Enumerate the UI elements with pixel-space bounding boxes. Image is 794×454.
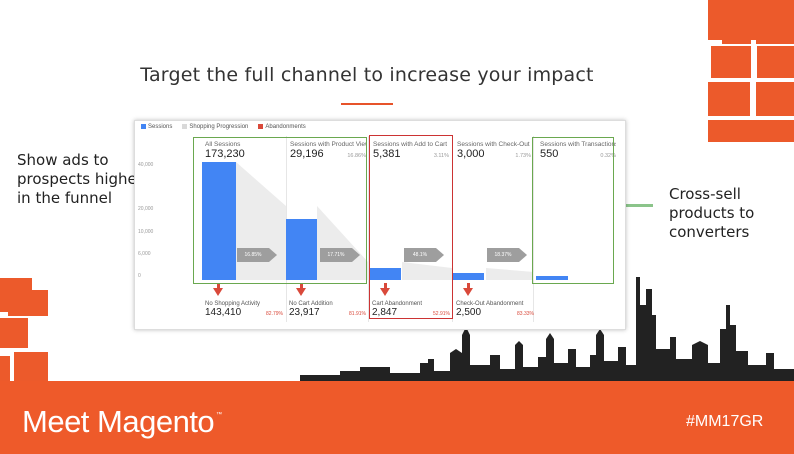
legend-swatch-abandonments: [258, 124, 264, 129]
conversion-rate-label: 16.85%: [237, 248, 269, 262]
slide-title: Target the full channel to increase your…: [140, 64, 594, 86]
decor-tile: [708, 120, 794, 142]
sessions-bar-transactions[interactable]: [536, 276, 568, 280]
trademark-mark: ™: [216, 412, 222, 418]
abandonment-cart[interactable]: Cart Abandonment 2,847 52.91%: [372, 301, 450, 318]
stage-percent: 3.11%: [433, 153, 449, 159]
stage-value: 550: [540, 148, 559, 160]
y-axis-tick: 6,000: [138, 251, 151, 257]
sessions-bar-check-out[interactable]: [453, 273, 484, 280]
decor-tile: [0, 356, 10, 382]
stage-label: Sessions with Check-Out: [457, 141, 530, 148]
highlight-add-to-cart: [369, 135, 453, 319]
decor-tile: [757, 46, 794, 78]
stage-all-sessions[interactable]: All Sessions 173,230: [205, 141, 245, 160]
stage-value: 29,196: [290, 148, 324, 160]
decor-tile: [0, 318, 28, 348]
decor-tile: [756, 82, 794, 116]
abandonment-percent: 52.91%: [433, 311, 450, 317]
stage-label: Sessions with Add to Cart: [373, 141, 448, 148]
decor-tile: [722, 18, 794, 44]
stage-product-views[interactable]: Sessions with Product Views 29,196 16.86…: [290, 141, 366, 160]
stage-percent: 16.86%: [347, 153, 366, 159]
abandonment-no-cart-addition[interactable]: No Cart Addition 23,917 81.91%: [289, 301, 366, 318]
arrow-right-icon: [436, 248, 444, 262]
conversion-rate-label: 18.37%: [487, 248, 519, 262]
conversion-rate-1: 16.85%: [237, 248, 277, 262]
title-underline: [341, 103, 393, 105]
arrow-right-icon: [519, 248, 527, 262]
abandonment-percent: 82.79%: [266, 311, 283, 317]
abandonment-value: 2,847: [372, 307, 398, 318]
sessions-bar-product-views[interactable]: [286, 219, 317, 280]
stage-label: All Sessions: [205, 141, 241, 148]
abandonment-percent: 81.91%: [349, 311, 366, 317]
right-connector-line: [623, 204, 653, 207]
legend-label: Sessions: [148, 124, 173, 131]
left-note: Show ads to prospects higher in the funn…: [17, 151, 143, 207]
report-legend: Sessions Shopping Progression Abandonmen…: [141, 124, 306, 130]
stage-value: 5,381: [373, 148, 401, 160]
abandonment-check-out[interactable]: Check-Out Abandonment 2,500 83.33%: [456, 301, 534, 318]
abandonment-label: Cart Abandonment: [372, 301, 423, 307]
right-note: Cross-sell products to converters: [669, 185, 755, 241]
abandonment-no-shopping[interactable]: No Shopping Activity 143,410 82.79%: [205, 301, 283, 318]
legend-item-shopping-progression[interactable]: Shopping Progression: [182, 124, 248, 130]
conversion-rate-3: 48.1%: [404, 248, 444, 262]
conversion-rate-2: 17.71%: [320, 248, 360, 262]
decor-tile: [711, 46, 751, 78]
stage-value: 3,000: [457, 148, 485, 160]
highlight-top-of-funnel: [193, 137, 367, 284]
abandonment-label: No Shopping Activity: [205, 301, 261, 307]
stage-value: 173,230: [205, 148, 245, 160]
legend-label: Abandonments: [265, 124, 306, 131]
highlight-converters: [532, 137, 614, 284]
stage-label: Sessions with Transactions: [540, 141, 616, 148]
brand-name: Meet Magento: [22, 404, 215, 439]
abandonment-arrow-icon: [213, 283, 223, 296]
brand-logo: Meet Magento ™: [22, 404, 222, 440]
abandonment-label: Check-Out Abandonment: [456, 301, 524, 307]
city-skyline-image: [300, 277, 794, 383]
stage-percent: 0.32%: [600, 153, 616, 159]
y-axis-tick: 40,000: [138, 162, 154, 168]
abandonment-arrow-icon: [463, 283, 473, 296]
y-axis-tick: 20,000: [138, 206, 154, 212]
event-hashtag: #MM17GR: [686, 413, 764, 430]
decor-tile: [708, 82, 750, 116]
legend-label: Shopping Progression: [189, 124, 249, 131]
arrow-right-icon: [269, 248, 277, 262]
y-axis-tick: 10,000: [138, 229, 154, 235]
conversion-rate-label: 48.1%: [404, 248, 436, 262]
arrow-right-icon: [352, 248, 360, 262]
decor-gap: [751, 40, 756, 118]
stage-label: Sessions with Product Views: [290, 141, 366, 148]
footer-bar: [0, 381, 794, 454]
abandonment-value: 2,500: [456, 307, 482, 318]
stage-add-to-cart[interactable]: Sessions with Add to Cart 5,381 3.11%: [373, 141, 449, 160]
stage-transactions[interactable]: Sessions with Transactions 550 0.32%: [540, 141, 616, 160]
y-axis-tick: 0: [138, 273, 141, 279]
sessions-bar-all[interactable]: [202, 162, 236, 280]
abandonment-arrow-icon: [380, 283, 390, 296]
legend-item-abandonments[interactable]: Abandonments: [258, 124, 306, 131]
stage-percent: 1.73%: [515, 153, 531, 159]
sessions-bar-add-to-cart[interactable]: [369, 268, 401, 280]
column-divider: [368, 136, 369, 322]
abandonment-arrow-icon: [296, 283, 306, 296]
column-divider: [533, 136, 534, 322]
legend-item-sessions[interactable]: Sessions: [141, 124, 172, 130]
conversion-rate-4: 18.37%: [487, 248, 527, 262]
abandonment-percent: 83.33%: [517, 311, 534, 317]
legend-swatch-progression: [182, 124, 188, 129]
abandonment-label: No Cart Addition: [289, 301, 333, 307]
stage-check-out[interactable]: Sessions with Check-Out 3,000 1.73%: [457, 141, 531, 160]
abandonment-value: 143,410: [205, 307, 242, 318]
abandonment-value: 23,917: [289, 307, 320, 318]
legend-swatch-sessions: [141, 124, 146, 129]
conversion-rate-label: 17.71%: [320, 248, 352, 262]
decor-tile: [14, 352, 48, 382]
decor-tile: [8, 290, 48, 316]
